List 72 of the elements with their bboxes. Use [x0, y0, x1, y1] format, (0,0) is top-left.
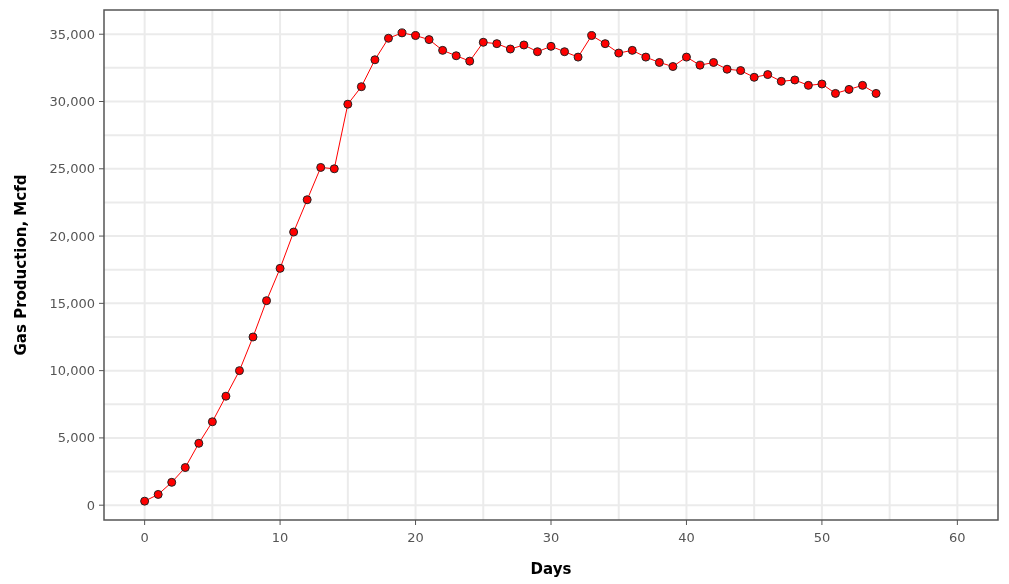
point	[234, 366, 244, 376]
x-axis-title: Days	[530, 560, 572, 578]
point	[207, 417, 217, 427]
x-tick-label: 40	[678, 530, 695, 545]
point	[302, 195, 312, 205]
point	[736, 66, 746, 76]
point	[329, 164, 339, 174]
point	[492, 39, 502, 49]
point	[180, 463, 190, 473]
point	[167, 477, 177, 487]
y-axis-title: Gas Production, Mcfd	[12, 174, 30, 356]
point	[275, 263, 285, 273]
point	[790, 75, 800, 85]
point	[817, 79, 827, 89]
point	[587, 31, 597, 41]
point	[803, 80, 813, 90]
point	[248, 332, 258, 342]
point	[532, 47, 542, 57]
point	[153, 489, 163, 499]
x-tick-label: 20	[407, 530, 424, 545]
point	[668, 62, 678, 72]
point	[681, 52, 691, 62]
x-tick-label: 60	[949, 530, 966, 545]
y-tick-label: 20,000	[49, 228, 95, 244]
y-tick-label: 35,000	[49, 26, 95, 42]
point	[614, 48, 624, 58]
point	[140, 496, 150, 506]
point	[519, 40, 529, 50]
point	[356, 82, 366, 92]
point	[695, 60, 705, 70]
point	[546, 41, 556, 51]
point	[749, 72, 759, 82]
point	[871, 88, 881, 98]
point	[370, 55, 380, 65]
x-tick-label: 0	[140, 530, 149, 545]
point	[654, 57, 664, 67]
point	[221, 391, 231, 401]
point	[844, 84, 854, 94]
point	[627, 45, 637, 55]
point	[505, 44, 515, 54]
point	[411, 31, 421, 41]
point	[641, 52, 651, 62]
y-tick-label: 10,000	[49, 363, 95, 379]
point	[343, 99, 353, 109]
point	[194, 438, 204, 448]
y-tick-label: 30,000	[49, 94, 95, 110]
point	[397, 28, 407, 38]
point	[776, 76, 786, 86]
point	[573, 52, 583, 62]
x-tick-label: 10	[271, 530, 289, 545]
point	[858, 80, 868, 90]
x-tick-label: 50	[813, 530, 831, 545]
point	[465, 56, 475, 66]
point	[600, 39, 610, 49]
point	[830, 88, 840, 98]
y-tick-label: 5,000	[57, 430, 95, 446]
y-tick-label: 15,000	[49, 295, 95, 311]
point	[763, 70, 773, 80]
y-tick-label: 25,000	[49, 161, 95, 177]
point	[383, 33, 393, 43]
point	[722, 64, 732, 74]
point	[438, 45, 448, 55]
y-tick-label: 0	[86, 497, 95, 513]
x-tick-label: 30	[542, 530, 560, 545]
point	[289, 227, 299, 237]
point	[451, 51, 461, 61]
point	[560, 47, 570, 57]
point	[709, 57, 719, 67]
point	[316, 162, 326, 172]
point	[262, 296, 272, 306]
point	[424, 35, 434, 45]
point	[478, 37, 488, 47]
